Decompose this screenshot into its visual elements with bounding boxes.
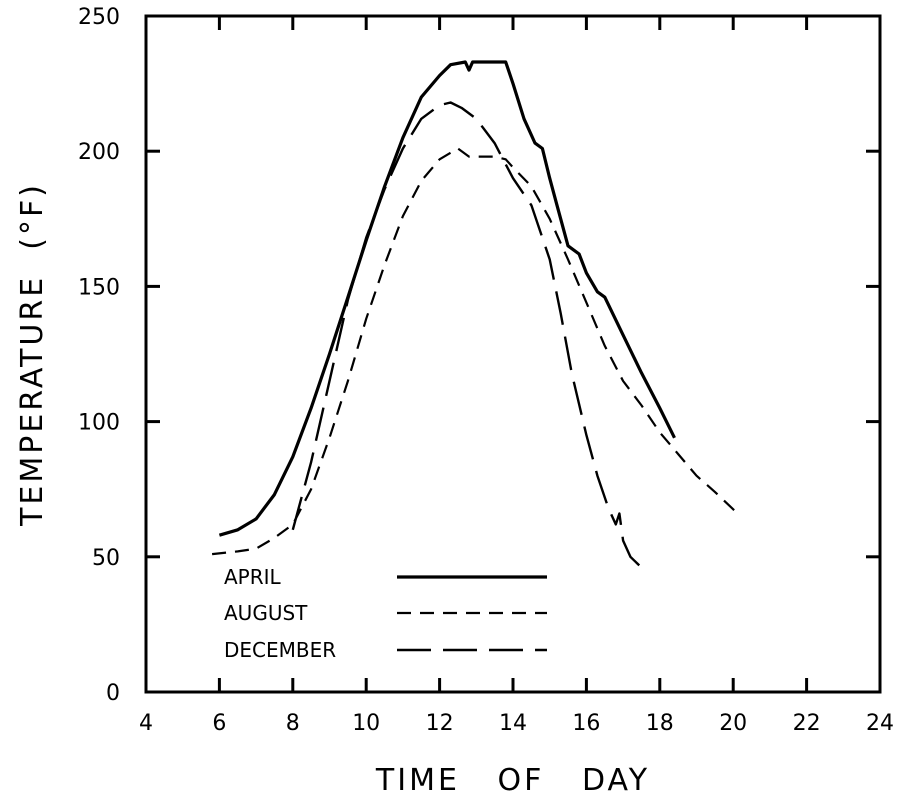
legend: APRIL AUGUST DECEMBER	[224, 565, 547, 662]
x-tick-label: 12	[426, 711, 454, 736]
plot-frame	[144, 14, 882, 694]
y-tick-label: 50	[92, 546, 120, 571]
y-tick-label: 100	[78, 411, 120, 436]
x-tick-label: 18	[646, 711, 674, 736]
x-tick-label: 6	[212, 711, 226, 736]
y-tick-label: 200	[78, 140, 120, 165]
legend-label-december: DECEMBER	[224, 638, 336, 662]
x-tick-label: 4	[139, 711, 153, 736]
y-axis-title: TEMPERATURE (°F)	[15, 182, 50, 527]
legend-label-april: APRIL	[224, 565, 282, 589]
x-tick-label: 16	[572, 711, 600, 736]
axis-ticks	[144, 14, 882, 694]
x-tick-label: 14	[499, 711, 527, 736]
series-april-line	[218, 60, 676, 537]
legend-label-august: AUGUST	[224, 601, 308, 625]
series-december-line	[291, 101, 643, 569]
y-tick-label: 250	[78, 5, 120, 30]
x-axis-title: TIME OF DAY	[375, 763, 650, 798]
series-layer	[211, 60, 742, 569]
y-tick-label: 0	[106, 681, 120, 706]
tick-labels: 4 6 8 10 12 14 16 18 20 22 24 0 50 100 150 200 250	[78, 5, 894, 736]
x-tick-label: 20	[719, 711, 747, 736]
y-tick-label: 150	[78, 275, 120, 300]
x-tick-label: 10	[352, 711, 380, 736]
series-august-line	[211, 147, 742, 556]
x-tick-label: 8	[286, 711, 300, 736]
x-tick-label: 22	[793, 711, 821, 736]
x-tick-label: 24	[866, 711, 894, 736]
